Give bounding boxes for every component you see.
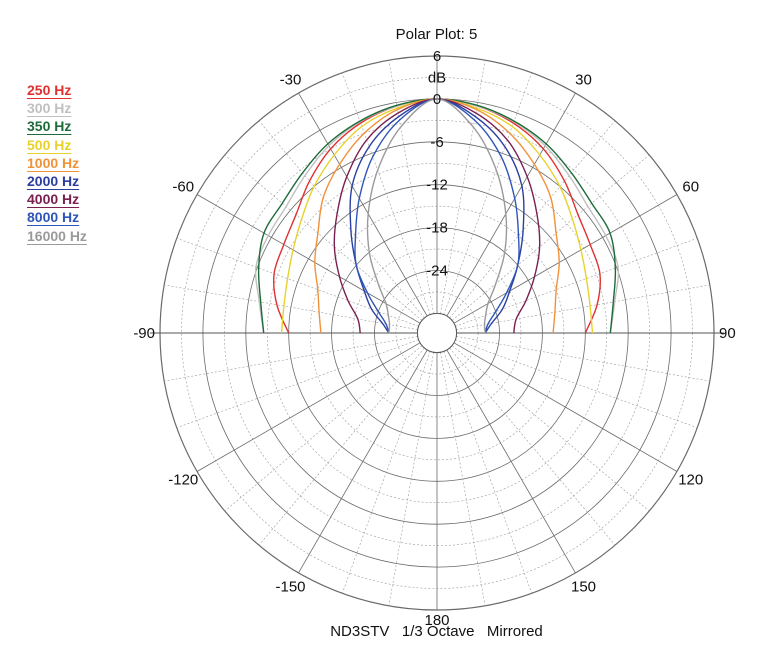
polar-grid [150, 55, 724, 611]
grid-spoke [455, 237, 698, 327]
radial-label: 6 [433, 48, 441, 65]
grid-spoke [449, 120, 616, 319]
legend-item: 16000 Hz [27, 227, 87, 245]
grid-spoke [446, 349, 576, 574]
grid-spoke [164, 336, 418, 382]
grid-spoke [440, 352, 486, 606]
grid-spoke [298, 349, 428, 574]
grid-spoke [456, 336, 710, 382]
legend-item: 8000 Hz [27, 208, 87, 226]
legend-label: 16000 Hz [27, 227, 87, 244]
center-hole [416, 312, 458, 354]
chart-title: Polar Plot: 5 [395, 26, 478, 43]
radial-unit-label: dB [428, 69, 446, 86]
chart-footer: ND3STV 1/3 Octave Mirrored [330, 623, 543, 640]
legend-item: 4000 Hz [27, 190, 87, 208]
angle-label: 150 [571, 579, 596, 596]
grid-spoke [388, 60, 434, 314]
grid-spoke [451, 154, 650, 321]
legend-label: 250 Hz [27, 82, 72, 98]
grid-spoke [224, 345, 423, 512]
legend-item: 500 Hz [27, 136, 87, 154]
legend-label: 1000 Hz [27, 154, 80, 171]
angle-label: 60 [682, 179, 699, 196]
grid-spoke [298, 92, 428, 317]
polar-labels: 306090120150180-150-120-90-60-3060-6-12-… [133, 48, 735, 629]
radial-label: -6 [430, 134, 443, 151]
legend-item: 2000 Hz [27, 172, 87, 190]
grid-spoke [446, 92, 576, 317]
radial-label: -24 [426, 263, 448, 280]
radial-label: 0 [433, 91, 441, 108]
legend-label: 500 Hz [27, 136, 72, 153]
legend-label: 8000 Hz [27, 209, 80, 226]
grid-spoke [176, 237, 419, 327]
grid-spoke [176, 339, 419, 429]
angle-label: 30 [575, 71, 592, 88]
grid-spoke [341, 351, 431, 594]
angle-label: -150 [275, 579, 305, 596]
grid-spoke [440, 60, 486, 314]
angle-label: 120 [678, 472, 703, 489]
grid-spoke [443, 351, 533, 594]
grid-spoke [451, 345, 650, 512]
grid-spoke [224, 154, 423, 321]
angle-label: -60 [172, 179, 194, 196]
series-curve-16000-hz [366, 98, 508, 334]
legend-item: 250 Hz [27, 81, 87, 99]
grid-spoke [388, 352, 434, 606]
legend-item: 350 Hz [27, 117, 87, 135]
legend-label: 350 Hz [27, 118, 72, 135]
legend-label: 4000 Hz [27, 191, 80, 208]
grid-spoke [456, 284, 710, 330]
angle-label: -30 [280, 71, 302, 88]
grid-spoke [453, 342, 678, 472]
grid-spoke [258, 347, 425, 546]
polar-curves [254, 98, 620, 334]
grid-spoke [443, 72, 533, 315]
legend-label: 2000 Hz [27, 172, 80, 189]
radial-label: -18 [426, 220, 448, 237]
legend-label: 300 Hz [27, 100, 72, 117]
legend-item: 300 Hz [27, 99, 87, 117]
grid-spoke [341, 72, 431, 315]
grid-spoke [196, 194, 421, 324]
angle-label: -90 [133, 325, 155, 342]
grid-spoke [196, 342, 421, 472]
radial-label: -12 [426, 177, 448, 194]
grid-spoke [455, 339, 698, 429]
grid-spoke [449, 347, 616, 546]
angle-label: 90 [719, 325, 736, 342]
grid-spoke [453, 194, 678, 324]
angle-label: -120 [168, 472, 198, 489]
grid-spoke [164, 284, 418, 330]
legend-item: 1000 Hz [27, 154, 87, 172]
chart-legend: 250 Hz 300 Hz 350 Hz 500 Hz 1000 Hz 2000 Hz 40… [27, 81, 87, 245]
grid-spoke [258, 120, 425, 319]
angle-label: 180 [424, 612, 449, 629]
